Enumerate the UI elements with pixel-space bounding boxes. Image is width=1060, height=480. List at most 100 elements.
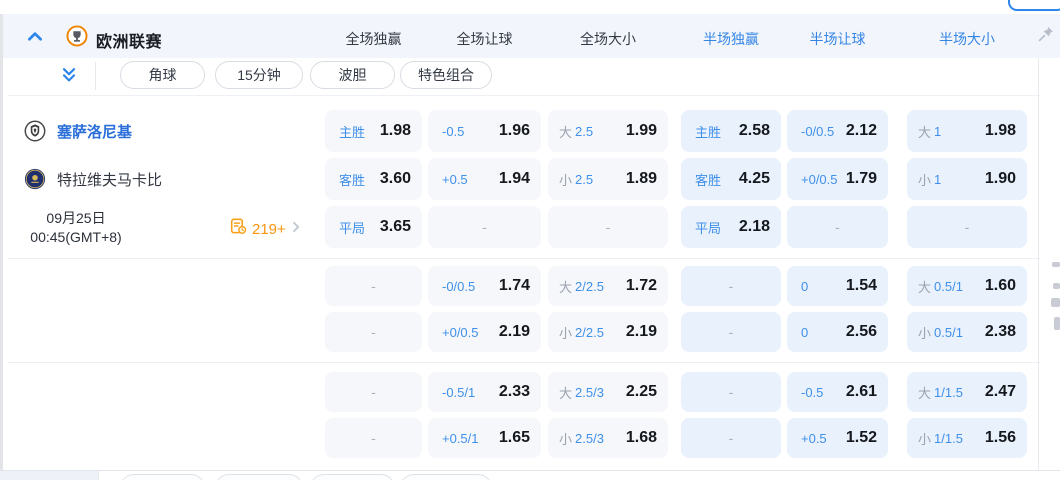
odds-cell-ht-under[interactable]: 小 1 1.90 <box>907 158 1027 200</box>
home-team-crest-icon <box>24 120 46 142</box>
column-header-fulltime-1x2[interactable]: 全场独赢 <box>345 31 402 47</box>
odds-cell-ht-draw[interactable]: 平局 2.18 <box>681 206 781 248</box>
odds-cell-ht-under[interactable]: 小 1/1.5 1.56 <box>907 418 1027 458</box>
column-header-halftime-1x2[interactable]: 半场独赢 <box>703 31 759 47</box>
league-title: 欧洲联赛 <box>96 34 163 51</box>
odds-line-label: -0.5 <box>442 123 465 139</box>
odds-cell-empty[interactable]: - <box>428 206 541 248</box>
expand-markets-button[interactable] <box>60 66 78 84</box>
odds-cell-ht-under[interactable]: 小 0.5/1 2.38 <box>907 312 1027 352</box>
filter-pill-corners[interactable]: 角球 <box>120 61 205 89</box>
odds-value: 1.68 <box>625 429 657 446</box>
odds-cell-empty[interactable]: - <box>325 312 422 352</box>
odds-cell-ht-handicap-away[interactable]: +0.5 1.52 <box>787 418 888 458</box>
odds-line-label: 客胜 <box>339 172 366 188</box>
odds-line-prefix: 大 <box>559 385 573 401</box>
odds-line-prefix: 大 <box>559 124 573 140</box>
odds-cell-empty[interactable]: - <box>325 266 422 306</box>
clipped-filter-pill[interactable] <box>215 474 303 480</box>
odds-value: 1.90 <box>984 170 1016 187</box>
filter-pill-specials[interactable]: 特色组合 <box>400 61 492 89</box>
odds-cell-empty[interactable]: - <box>681 372 781 412</box>
odds-cell-empty[interactable]: - <box>787 206 888 248</box>
odds-value: 1.98 <box>984 122 1016 139</box>
odds-cell-empty[interactable]: - <box>548 206 668 248</box>
odds-line-prefix: 大 <box>918 385 932 401</box>
odds-line-label: -0/0.5 <box>801 123 835 139</box>
odds-cell-empty[interactable]: - <box>681 266 781 306</box>
odds-cell-ht-over[interactable]: 大 0.5/1 1.60 <box>907 266 1027 306</box>
odds-cell-ft-handicap-away[interactable]: +0.5 1.94 <box>428 158 541 200</box>
odds-value: 1.52 <box>845 429 877 446</box>
odds-line-label: 0 <box>801 324 809 340</box>
odds-line-label: 平局 <box>339 220 366 236</box>
column-header-halftime-overunder[interactable]: 半场大小 <box>939 31 995 47</box>
odds-cell-ht-away[interactable]: 客胜 4.25 <box>681 158 781 200</box>
odds-cell-ft-home[interactable]: 主胜 1.98 <box>325 110 422 152</box>
filter-pill-correct-score[interactable]: 波胆 <box>310 61 395 89</box>
odds-empty: - <box>728 384 734 400</box>
odds-empty: - <box>964 219 970 235</box>
clipped-top-button[interactable] <box>1008 0 1060 11</box>
odds-cell-ft-under[interactable]: 小 2.5/3 1.68 <box>548 418 668 458</box>
odds-cell-empty[interactable]: - <box>907 206 1027 248</box>
odds-cell-empty[interactable]: - <box>681 418 781 458</box>
column-header-fulltime-overunder[interactable]: 全场大小 <box>580 31 636 47</box>
odds-cell-ft-handicap-away[interactable]: +0/0.5 2.19 <box>428 312 541 352</box>
odds-cell-ft-under[interactable]: 小 2.5 1.89 <box>548 158 668 200</box>
column-header-halftime-handicap[interactable]: 半场让球 <box>809 31 866 47</box>
divider <box>8 258 1040 259</box>
odds-cell-ft-handicap-home[interactable]: -0/0.5 1.74 <box>428 266 541 306</box>
odds-cell-ft-handicap-home[interactable]: -0.5 1.96 <box>428 110 541 152</box>
odds-value: 4.25 <box>738 170 770 187</box>
odds-cell-ft-away[interactable]: 客胜 3.60 <box>325 158 422 200</box>
odds-line-label: 平局 <box>695 220 722 236</box>
odds-cell-ft-over[interactable]: 大 2.5/3 2.25 <box>548 372 668 412</box>
clipped-filter-pill[interactable] <box>310 474 395 480</box>
odds-cell-empty[interactable]: - <box>681 312 781 352</box>
filter-pill-15min[interactable]: 15分钟 <box>215 61 303 89</box>
clipped-widget-fragment <box>1053 283 1060 289</box>
trophy-icon <box>66 25 88 47</box>
odds-cell-ft-draw[interactable]: 平局 3.65 <box>325 206 422 248</box>
odds-empty: - <box>605 219 611 235</box>
odds-cell-empty[interactable]: - <box>325 372 422 412</box>
odds-cell-ft-handicap-home[interactable]: -0.5/1 2.33 <box>428 372 541 412</box>
clipped-filter-pill[interactable] <box>400 474 492 480</box>
odds-value: 1.89 <box>625 170 657 187</box>
more-markets-button[interactable]: 219+ <box>230 218 302 240</box>
odds-line-prefix: 小 <box>918 325 932 341</box>
collapse-league-button[interactable] <box>26 28 44 46</box>
odds-cell-empty[interactable]: - <box>325 418 422 458</box>
divider <box>0 470 1060 471</box>
column-header-fulltime-handicap[interactable]: 全场让球 <box>456 31 513 47</box>
odds-cell-ht-handicap-home[interactable]: -0/0.5 2.12 <box>787 110 888 152</box>
odds-value: 2.38 <box>984 323 1016 340</box>
odds-cell-ft-under[interactable]: 小 2/2.5 2.19 <box>548 312 668 352</box>
odds-cell-ht-over[interactable]: 大 1/1.5 2.47 <box>907 372 1027 412</box>
odds-line-label: 2.5/3 <box>575 384 604 400</box>
odds-cell-ft-handicap-away[interactable]: +0.5/1 1.65 <box>428 418 541 458</box>
away-team-crest-icon <box>24 168 46 190</box>
odds-line-label: 1 <box>934 171 942 187</box>
odds-value: 2.19 <box>498 323 530 340</box>
away-team-name: 特拉维夫马卡比 <box>57 171 163 189</box>
odds-cell-ht-handicap-away[interactable]: 0 2.56 <box>787 312 888 352</box>
odds-cell-ht-handicap-home[interactable]: -0.5 2.61 <box>787 372 888 412</box>
odds-empty: - <box>371 278 376 294</box>
odds-cell-ht-home[interactable]: 主胜 2.58 <box>681 110 781 152</box>
odds-cell-ft-over[interactable]: 大 2/2.5 1.72 <box>548 266 668 306</box>
odds-line-label: -0/0.5 <box>442 278 476 294</box>
odds-value: 3.60 <box>379 170 411 187</box>
odds-cell-ft-over[interactable]: 大 2.5 1.99 <box>548 110 668 152</box>
match-time: 00:45(GMT+8) <box>30 229 122 245</box>
match-datetime: 09月25日 00:45(GMT+8) <box>6 209 146 247</box>
odds-cell-ht-handicap-home[interactable]: 0 1.54 <box>787 266 888 306</box>
clipped-filter-pill[interactable] <box>120 474 205 480</box>
odds-cell-ht-over[interactable]: 大 1 1.98 <box>907 110 1027 152</box>
odds-cell-ht-handicap-away[interactable]: +0/0.5 1.79 <box>787 158 888 200</box>
odds-line-label: -0.5 <box>801 384 824 400</box>
filter-divider <box>95 62 96 90</box>
pin-button[interactable] <box>1036 25 1055 44</box>
